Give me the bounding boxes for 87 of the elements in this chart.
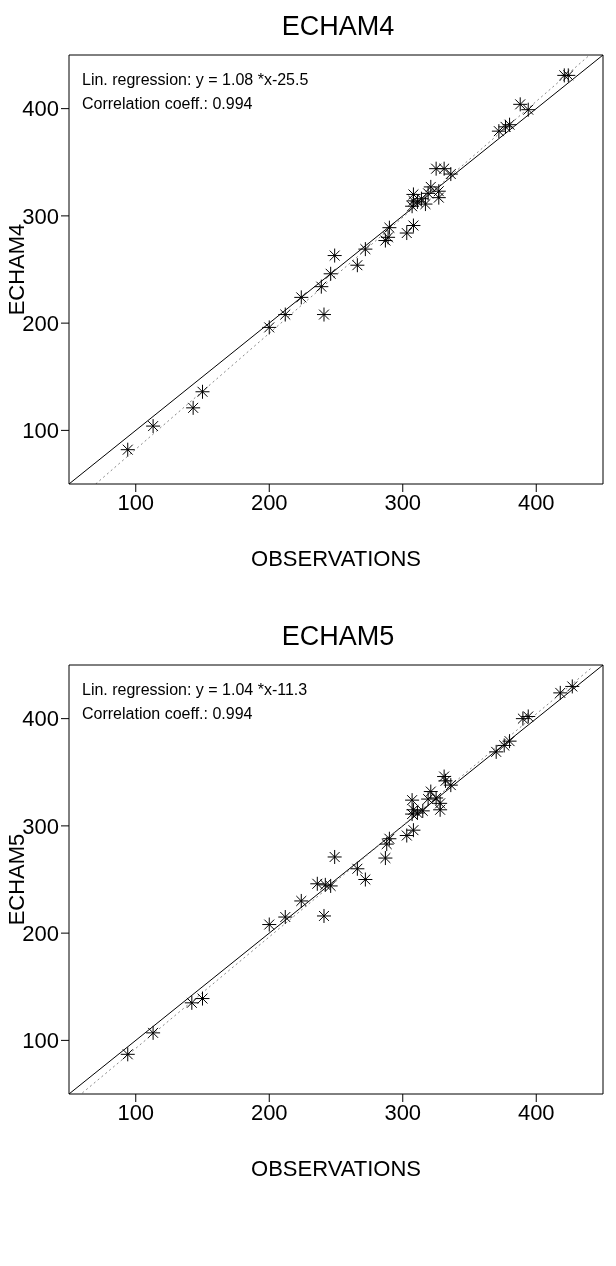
- point: [261, 319, 277, 335]
- point: [488, 744, 504, 760]
- point: [515, 711, 531, 727]
- point: [420, 791, 436, 807]
- point: [195, 384, 210, 400]
- point: [261, 917, 277, 933]
- point: [316, 908, 332, 924]
- point: [496, 737, 512, 753]
- point: [381, 220, 397, 236]
- annotation: Lin. regression: y = 1.04 *x-11.3: [82, 680, 308, 700]
- point: [327, 248, 343, 264]
- y-axis-title: ECHAM4: [3, 223, 29, 316]
- point: [317, 877, 333, 893]
- point: [349, 257, 365, 273]
- x-tick-label: 300: [384, 1099, 422, 1125]
- point: [357, 241, 373, 257]
- x-tick-label: 400: [517, 1099, 555, 1125]
- point: [399, 828, 415, 844]
- point: [436, 161, 452, 177]
- point: [316, 307, 332, 323]
- point: [405, 822, 421, 838]
- point: [185, 400, 201, 416]
- point: [277, 909, 293, 925]
- y-tick-label: 100: [22, 1028, 59, 1054]
- point: [379, 836, 395, 852]
- point: [415, 803, 431, 819]
- x-axis-title: OBSERVATIONS: [251, 546, 421, 571]
- point: [377, 850, 393, 866]
- x-tick-label: 300: [384, 489, 422, 515]
- x-tick-label: 200: [250, 1099, 288, 1125]
- point: [423, 784, 439, 800]
- y-tick-label: 400: [22, 96, 59, 122]
- point: [349, 861, 365, 877]
- point: [437, 773, 453, 789]
- point: [357, 872, 373, 887]
- point: [309, 876, 325, 892]
- point: [381, 831, 397, 847]
- point: [443, 777, 459, 793]
- x-tick-label: 100: [117, 1099, 155, 1125]
- y-tick-label: 400: [22, 706, 59, 732]
- annotation: Lin. regression: y = 1.08 *x-25.5: [82, 70, 309, 90]
- y-tick-label: 100: [22, 418, 59, 444]
- point: [491, 123, 507, 139]
- point: [293, 289, 309, 305]
- point: [184, 995, 200, 1011]
- annotation: Correlation coeff.: 0.994: [82, 704, 254, 724]
- point: [520, 708, 536, 724]
- point: [145, 1025, 161, 1041]
- annotation: Correlation coeff.: 0.994: [82, 94, 254, 114]
- y-axis-title: ECHAM5: [3, 833, 29, 926]
- point: [423, 179, 439, 195]
- x-tick-label: 400: [517, 489, 555, 515]
- point: [564, 678, 580, 694]
- point: [120, 1046, 136, 1062]
- point: [502, 733, 518, 749]
- point: [404, 792, 420, 808]
- point: [404, 198, 420, 214]
- point: [405, 218, 421, 234]
- point: [399, 225, 415, 241]
- point: [293, 893, 309, 909]
- point: [195, 991, 210, 1007]
- point: [552, 685, 568, 701]
- x-tick-label: 100: [117, 489, 155, 515]
- point: [377, 233, 393, 249]
- point: [380, 229, 396, 245]
- point: [512, 96, 528, 112]
- point: [323, 878, 339, 894]
- point: [323, 266, 339, 282]
- x-axis-title: OBSERVATIONS: [251, 1156, 421, 1181]
- point: [145, 418, 161, 434]
- point: [498, 119, 514, 135]
- x-tick-label: 200: [250, 489, 288, 515]
- point: [560, 67, 576, 83]
- chart-title: ECHAM5: [280, 620, 396, 653]
- point: [120, 442, 136, 458]
- point: [327, 849, 343, 865]
- point: [428, 161, 444, 177]
- point: [502, 117, 518, 133]
- point: [520, 102, 536, 118]
- point: [313, 279, 329, 295]
- point: [404, 806, 420, 822]
- point: [443, 166, 459, 182]
- point: [409, 194, 425, 210]
- point: [420, 185, 436, 201]
- point: [436, 769, 452, 785]
- point: [277, 307, 293, 323]
- chart-title: ECHAM4: [280, 10, 396, 43]
